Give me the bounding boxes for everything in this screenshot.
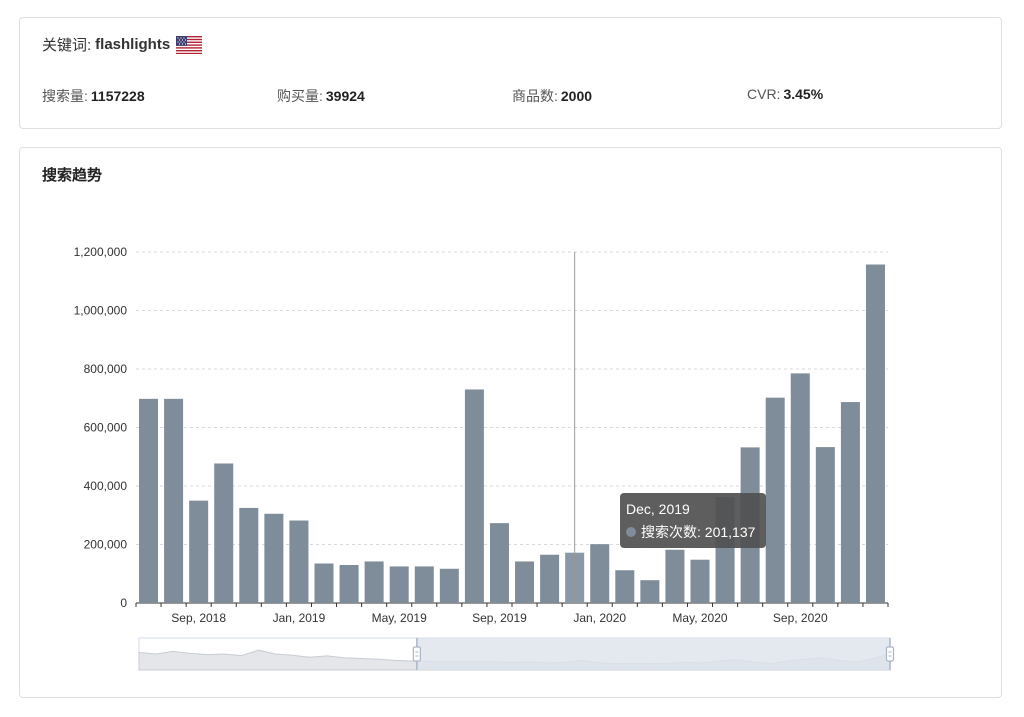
x-tick-label: Jan, 2020 [573, 611, 626, 625]
y-tick-label: 1,000,000 [74, 304, 128, 318]
stat-value: 39924 [325, 88, 365, 104]
tooltip-series-dot [626, 527, 636, 537]
bar[interactable] [865, 264, 885, 603]
stat-product-count: 商品数: 2000 [512, 86, 592, 106]
stat-cvr: CVR: 3.45% [747, 86, 823, 102]
bar[interactable] [640, 580, 660, 603]
bar[interactable] [264, 513, 284, 603]
bar[interactable] [690, 559, 710, 603]
bar[interactable] [765, 397, 785, 603]
y-tick-label: 1,200,000 [74, 245, 128, 259]
keyword-label: 关键词: [42, 37, 92, 54]
zoom-selected-window[interactable] [416, 638, 890, 670]
bar[interactable] [389, 566, 409, 603]
stat-search-volume: 搜索量: 1157228 [42, 86, 145, 106]
tooltip-box [620, 493, 766, 548]
stat-value: 2000 [560, 88, 593, 104]
keyword-info-card: 关键词: flashlights 搜索量: 1157228 购买量: 39924 商… [19, 17, 1002, 129]
bar[interactable] [815, 447, 835, 603]
tooltip-title: Dec, 2019 [626, 501, 690, 517]
y-tick-label: 400,000 [84, 479, 128, 493]
x-tick-label: Sep, 2020 [773, 611, 828, 625]
bar[interactable] [214, 463, 234, 603]
x-tick-label: May, 2020 [672, 611, 727, 625]
bar[interactable] [364, 561, 384, 603]
bar[interactable] [314, 563, 334, 603]
x-tick-label: Sep, 2019 [472, 611, 527, 625]
us-flag-icon [176, 35, 203, 54]
stat-purchase-volume: 购买量: 39924 [277, 86, 365, 106]
y-tick-label: 600,000 [84, 421, 128, 435]
bar[interactable] [289, 520, 309, 603]
zoom-handle-left[interactable] [412, 646, 421, 662]
stat-label: 商品数: [512, 88, 558, 104]
x-tick-label: Sep, 2018 [171, 611, 226, 625]
stat-value: 3.45% [783, 86, 824, 102]
zoom-handle-right[interactable] [885, 646, 895, 662]
bar[interactable] [665, 549, 685, 603]
y-tick-label: 800,000 [84, 362, 128, 376]
stat-label: 搜索量: [42, 88, 88, 104]
x-tick-label: Jan, 2019 [273, 611, 326, 625]
tooltip-value: 搜索次数: 201,137 [641, 524, 756, 540]
bar[interactable] [615, 570, 635, 603]
keyword-value: flashlights [95, 36, 171, 53]
bar[interactable] [414, 566, 434, 603]
bar[interactable] [139, 398, 159, 603]
bar[interactable] [489, 523, 509, 603]
keyword-row: 关键词: flashlights [42, 34, 203, 55]
bar[interactable] [840, 402, 860, 603]
stat-value: 1157228 [90, 88, 145, 104]
trend-title: 搜索趋势 [42, 167, 103, 184]
y-tick-label: 0 [120, 596, 127, 610]
x-tick-label: May, 2019 [372, 611, 427, 625]
bar[interactable] [164, 398, 184, 603]
stat-label: 购买量: [277, 88, 323, 104]
bar[interactable] [239, 507, 259, 603]
bar[interactable] [189, 500, 209, 603]
stat-label: CVR: [747, 86, 781, 102]
bar[interactable] [540, 554, 560, 603]
bar[interactable] [515, 561, 535, 603]
y-tick-label: 200,000 [84, 538, 128, 552]
bar[interactable] [439, 568, 459, 603]
bar[interactable] [464, 389, 484, 603]
bar[interactable] [339, 564, 359, 603]
bar[interactable] [590, 544, 610, 603]
bar[interactable] [790, 373, 810, 603]
